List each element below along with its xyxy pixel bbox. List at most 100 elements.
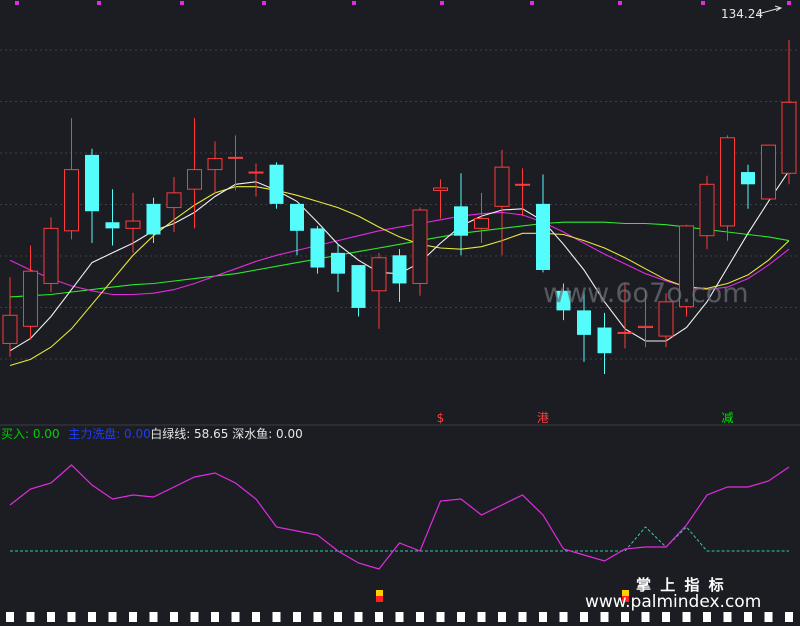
candle: [125, 192, 141, 253]
bottom-dot: [67, 612, 76, 622]
candle-body: [761, 144, 776, 200]
ma-green-line: [9, 221, 790, 298]
candle-body: [166, 192, 182, 209]
bottom-dot: [108, 612, 117, 622]
marker-bottom: [376, 596, 383, 602]
legend-entry: 主力洗盘: 0.00: [68, 426, 151, 441]
candle-body: [187, 169, 202, 190]
candle: [392, 249, 407, 302]
candle: [597, 312, 612, 375]
footer-title: 掌 上 指 标: [636, 576, 726, 594]
candle-body: [371, 257, 387, 292]
bottom-dot: [375, 612, 383, 622]
bottom-dot: [785, 612, 793, 622]
candle: [454, 173, 468, 256]
top-dot: [97, 1, 101, 5]
candle-body: [248, 171, 264, 174]
bottom-dot: [272, 612, 281, 622]
bottom-dot: [662, 612, 670, 622]
bottom-dot: [252, 612, 260, 622]
bottom-dot: [764, 612, 773, 622]
top-dot: [180, 1, 184, 5]
candle: [85, 148, 99, 244]
indicator-panel: [9, 464, 790, 602]
candle: [720, 135, 735, 241]
watermark: www.6o7o.com: [543, 278, 749, 309]
bottom-dot: [416, 612, 424, 622]
candle: [699, 175, 715, 250]
candle-body: [290, 203, 304, 231]
candle-body: [617, 331, 633, 334]
candle-body: [454, 206, 468, 236]
candle: [494, 150, 510, 256]
bottom-dot: [293, 612, 301, 622]
candle: [371, 252, 387, 329]
bottom-dot: [149, 612, 158, 622]
candlesticks: [2, 39, 797, 375]
bottom-dot: [88, 612, 96, 622]
candle: [228, 135, 243, 191]
candle-body: [536, 203, 550, 270]
candle-body: [64, 169, 79, 232]
candle: [515, 168, 530, 217]
bottom-dot: [600, 612, 609, 622]
indicator-legend: 买入: 0.00 主力洗盘: 0.00 白绿线: 58.65 深水鱼: 0.00: [1, 426, 303, 441]
marker-top: [376, 590, 383, 596]
candle-body: [392, 255, 407, 284]
candle-body: [43, 227, 59, 284]
candle-body: [207, 158, 223, 171]
candle-body: [638, 325, 653, 329]
bottom-dot: [211, 612, 219, 622]
bottom-dot: [436, 612, 445, 622]
indicator-marker: [376, 590, 383, 602]
price-label: 134.24: [721, 7, 763, 21]
candle-body: [412, 209, 428, 284]
bottom-dot: [580, 612, 588, 622]
indicator-marker: [622, 590, 629, 602]
bottom-dot: [744, 612, 752, 622]
candle: [781, 39, 797, 185]
candle: [638, 290, 653, 348]
candle: [64, 118, 79, 240]
bottom-dot: [313, 612, 322, 622]
candle-body: [658, 301, 674, 337]
candle: [577, 292, 591, 362]
candle: [412, 207, 428, 296]
top-dot: [15, 1, 19, 5]
candle: [433, 179, 448, 219]
bottom-dot: [354, 612, 363, 622]
candle: [658, 293, 674, 348]
signal-labels: $ 港 减: [437, 411, 734, 425]
bottom-dot: [26, 612, 35, 622]
bottom-dot: [457, 612, 465, 622]
candle-body: [699, 183, 715, 237]
candle: [207, 141, 223, 193]
ma-magenta-line: [9, 211, 790, 296]
candle: [2, 277, 18, 357]
bottom-dot: [682, 612, 691, 622]
bottom-dot: [190, 612, 199, 622]
candle-body: [23, 270, 38, 327]
candle-body: [741, 172, 755, 185]
footer-url: www.palmindex.com: [585, 592, 761, 612]
bottom-dot: [334, 612, 342, 622]
candle-body: [228, 156, 243, 159]
bottom-dot: [47, 612, 55, 622]
candle-body: [679, 225, 694, 308]
bottom-dot: [129, 612, 137, 622]
top-dot: [701, 1, 705, 5]
candle: [474, 192, 489, 244]
price-pointer: [757, 7, 781, 15]
candle: [351, 265, 366, 317]
candle-body: [720, 137, 735, 227]
marker-top: [622, 590, 629, 596]
candle: [331, 244, 345, 293]
candle-body: [146, 203, 161, 235]
candle: [741, 164, 755, 209]
bottom-dot: [395, 612, 404, 622]
top-dot: [352, 1, 356, 5]
bottom-dot: [539, 612, 547, 622]
candle: [617, 283, 633, 349]
candle: [679, 224, 694, 317]
candle: [761, 144, 776, 200]
